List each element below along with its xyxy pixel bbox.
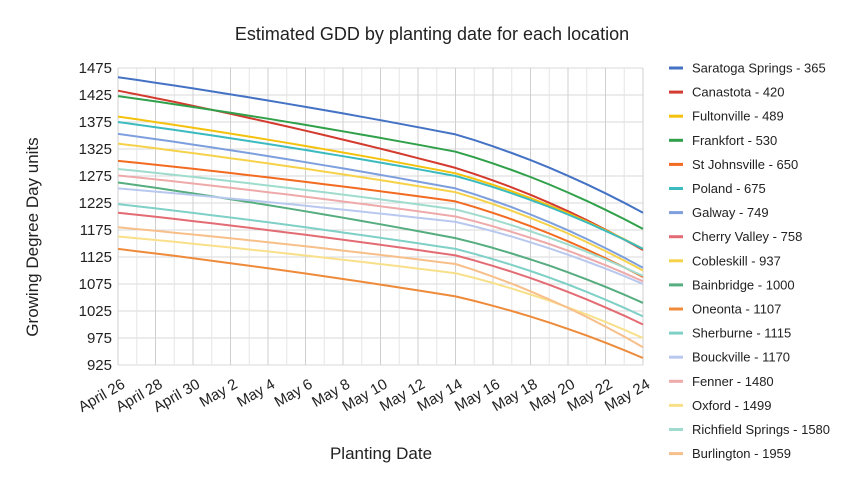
series-line-2 [117,115,644,250]
legend-label: Poland - 675 [692,181,766,196]
series-line-6 [117,132,644,269]
y-tick-label: 925 [87,357,112,374]
legend-label: Fenner - 1480 [692,374,774,389]
x-tick-label: May 2 [197,376,241,411]
x-tick-label: May 6 [272,376,316,411]
chart-title: Estimated GDD by planting date for each … [235,24,629,44]
series-line-15 [117,168,644,277]
legend-label: Sherburne - 1115 [692,326,791,341]
y-tick-label: 1075 [79,276,112,293]
legend-label: Oneonta - 1107 [692,302,781,317]
legend-label: Saratoga Springs - 365 [692,61,826,76]
series-line-5 [117,121,644,250]
series-line-8 [117,142,644,272]
series-line-16 [117,226,644,349]
series-line-0 [117,76,644,214]
y-axis-title: Growing Degree Day units [23,137,42,336]
y-tick-label: 1025 [79,303,112,320]
y-tick-label: 1125 [80,249,112,266]
y-tick-labels: 925 975 1025 1075 1125 1175 1225 1275 1325 1375 14… [79,60,112,374]
series-line-12 [117,187,644,285]
legend-label: Richfield Springs - 1580 [692,422,830,437]
legend-label: St Johnsville - 650 [692,157,798,172]
y-tick-label: 1425 [79,87,112,104]
y-tick-label: 1275 [79,168,112,185]
series-line-3 [117,95,644,230]
series-line-10 [117,247,644,359]
x-axis-title: Planting Date [330,444,432,463]
legend-label: Oxford - 1499 [692,398,772,413]
legend-label: Fultonville - 489 [692,109,784,124]
series-line-7 [117,211,644,326]
y-tick-label: 975 [87,330,112,347]
series-line-13 [117,174,644,283]
legend-label: Burlington - 1959 [692,446,791,461]
legend-label: Canastota - 420 [692,85,785,100]
legend-label: Cherry Valley - 758 [692,229,802,244]
y-tick-label: 1325 [79,141,112,158]
y-tick-label: 1475 [79,60,112,77]
y-tick-label: 1175 [80,222,112,239]
y-tick-label: 1375 [79,114,112,131]
series-line-11 [117,203,644,318]
y-tick-label: 1225 [79,195,112,212]
grid [117,67,644,366]
legend-label: Frankfort - 530 [692,133,777,148]
legend: Saratoga Springs - 365 Canastota - 420 Ful… [669,61,830,461]
legend-label: Bouckville - 1170 [692,350,790,365]
legend-label: Bainbridge - 1000 [692,277,795,292]
series-lines [117,76,644,359]
series-line-4 [117,159,644,278]
legend-label: Galway - 749 [692,205,769,220]
legend-label: Cobleskill - 937 [692,253,781,268]
x-tick-label: May 4 [234,376,278,411]
